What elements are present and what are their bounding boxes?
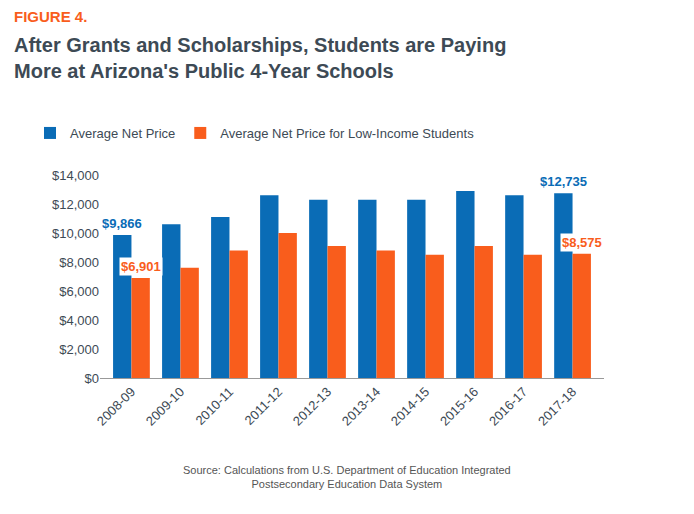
svg-text:$9,866: $9,866 xyxy=(102,216,142,231)
svg-text:$12,735: $12,735 xyxy=(540,174,587,189)
svg-text:FIGURE 4.: FIGURE 4. xyxy=(14,8,87,25)
svg-text:2011-12: 2011-12 xyxy=(242,384,286,428)
svg-text:Source: Calculations from U.S.: Source: Calculations from U.S. Departmen… xyxy=(183,464,511,490)
svg-text:Average Net Price: Average Net Price xyxy=(70,126,175,141)
svg-text:$8,575: $8,575 xyxy=(562,235,602,250)
svg-text:2008-09: 2008-09 xyxy=(94,384,138,428)
svg-text:$0: $0 xyxy=(85,371,99,386)
svg-text:2012-13: 2012-13 xyxy=(290,384,334,428)
svg-text:$2,000: $2,000 xyxy=(59,342,99,357)
svg-text:2017-18: 2017-18 xyxy=(535,384,579,428)
svg-text:$6,901: $6,901 xyxy=(121,259,161,274)
svg-text:$6,000: $6,000 xyxy=(59,284,99,299)
svg-text:2013-14: 2013-14 xyxy=(339,384,383,428)
svg-text:2010-11: 2010-11 xyxy=(193,384,237,428)
svg-text:$4,000: $4,000 xyxy=(59,313,99,328)
svg-text:2015-16: 2015-16 xyxy=(437,384,481,428)
svg-text:$12,000: $12,000 xyxy=(52,197,99,212)
svg-text:$8,000: $8,000 xyxy=(59,255,99,270)
svg-text:2009-10: 2009-10 xyxy=(143,384,187,428)
svg-text:After Grants and Scholarships,: After Grants and Scholarships, Students … xyxy=(14,34,506,82)
svg-text:2014-15: 2014-15 xyxy=(388,384,432,428)
svg-text:Average Net Price for Low-Inco: Average Net Price for Low-Income Student… xyxy=(220,126,474,141)
svg-text:2016-17: 2016-17 xyxy=(486,384,530,428)
svg-text:$14,000: $14,000 xyxy=(52,168,99,183)
svg-text:$10,000: $10,000 xyxy=(52,226,99,241)
